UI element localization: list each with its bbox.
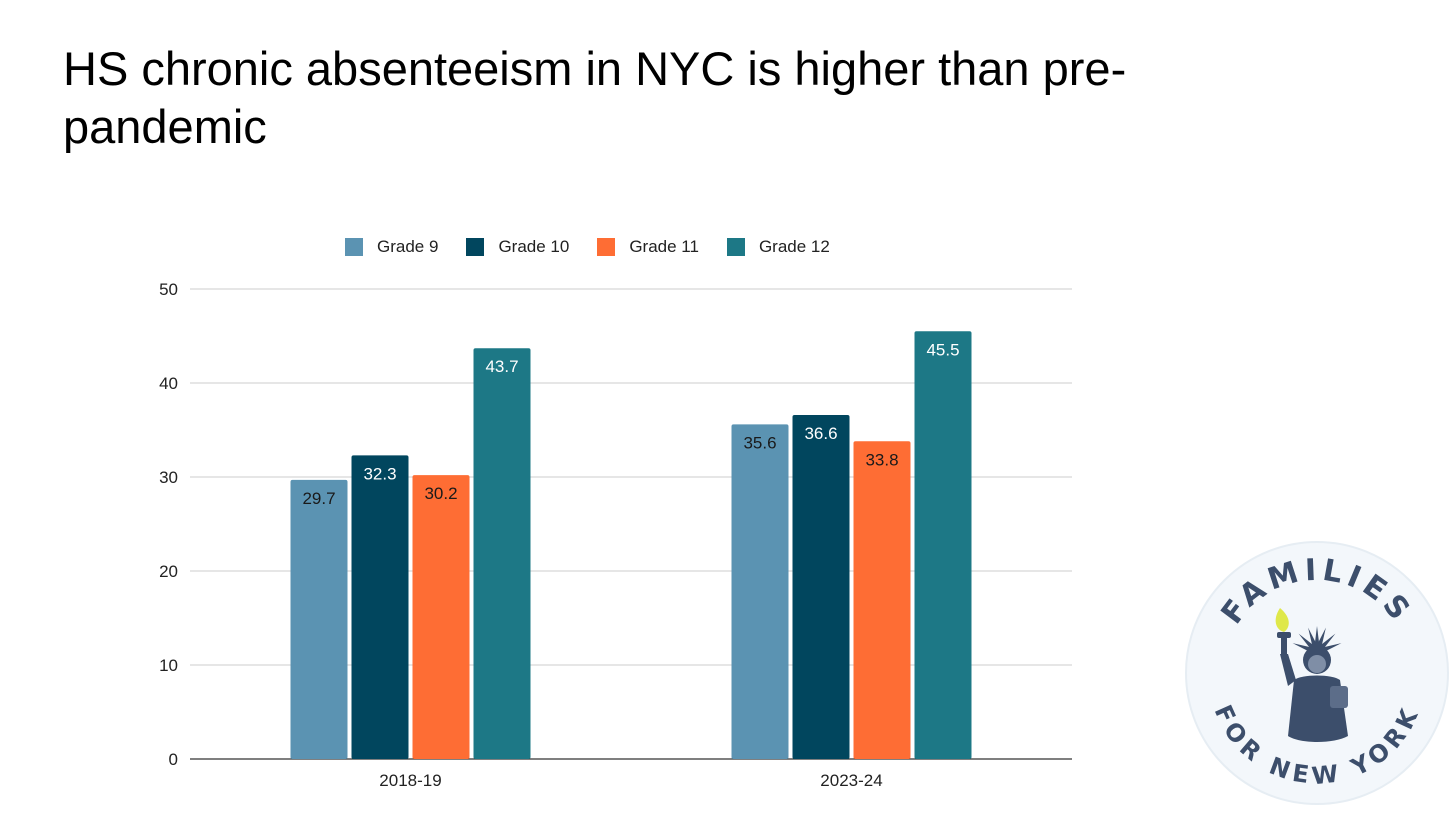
bar-grade-9-2023-24 [731,424,789,759]
legend-label: Grade 10 [498,237,570,256]
y-tick-label: 50 [159,280,178,299]
data-label: 43.7 [485,357,518,376]
data-label: 29.7 [302,489,335,508]
data-label: 35.6 [743,433,776,452]
bar-grade-12-2023-24 [914,331,972,759]
legend-item: Grade 9 [345,237,438,257]
data-label: 33.8 [865,450,898,469]
families-for-new-york-logo: FAMILIES FOR NEW YORK [1185,541,1449,805]
legend-item: Grade 11 [597,237,699,257]
y-tick-label: 20 [159,562,178,581]
legend-swatch [726,238,745,256]
data-label: 45.5 [926,340,959,359]
y-tick-label: 10 [159,656,178,675]
data-label: 36.6 [804,424,837,443]
data-label: 32.3 [363,464,396,483]
legend-label: Grade 11 [629,237,699,256]
bar-grade-9-2018-19 [290,479,348,759]
bar-grade-10-2018-19 [351,455,409,759]
x-tick-label: 2023-24 [820,771,882,790]
legend-swatch [345,238,363,256]
slide-title: HS chronic absenteeism in NYC is higher … [63,42,1127,153]
bar-grade-11-2023-24 [853,441,911,759]
legend-swatch [466,238,485,256]
legend-item: Grade 12 [726,237,830,257]
statue-of-liberty-icon [1275,608,1348,742]
bar-grade-10-2023-24 [792,414,850,759]
legend-swatch [597,238,616,256]
y-tick-label: 0 [169,750,178,769]
legend-label: Grade 12 [758,237,830,256]
x-tick-label: 2018-19 [379,771,441,790]
bar-grade-12-2018-19 [473,348,531,759]
legend-label: Grade 9 [377,237,439,256]
y-tick-label: 40 [159,374,178,393]
data-label: 30.2 [424,484,457,503]
y-tick-label: 30 [159,468,178,487]
legend-item: Grade 10 [466,237,569,257]
bar-grade-11-2018-19 [412,475,470,759]
chart-legend: Grade 9 Grade 10 Grade 11 Grade 12 [345,237,858,257]
